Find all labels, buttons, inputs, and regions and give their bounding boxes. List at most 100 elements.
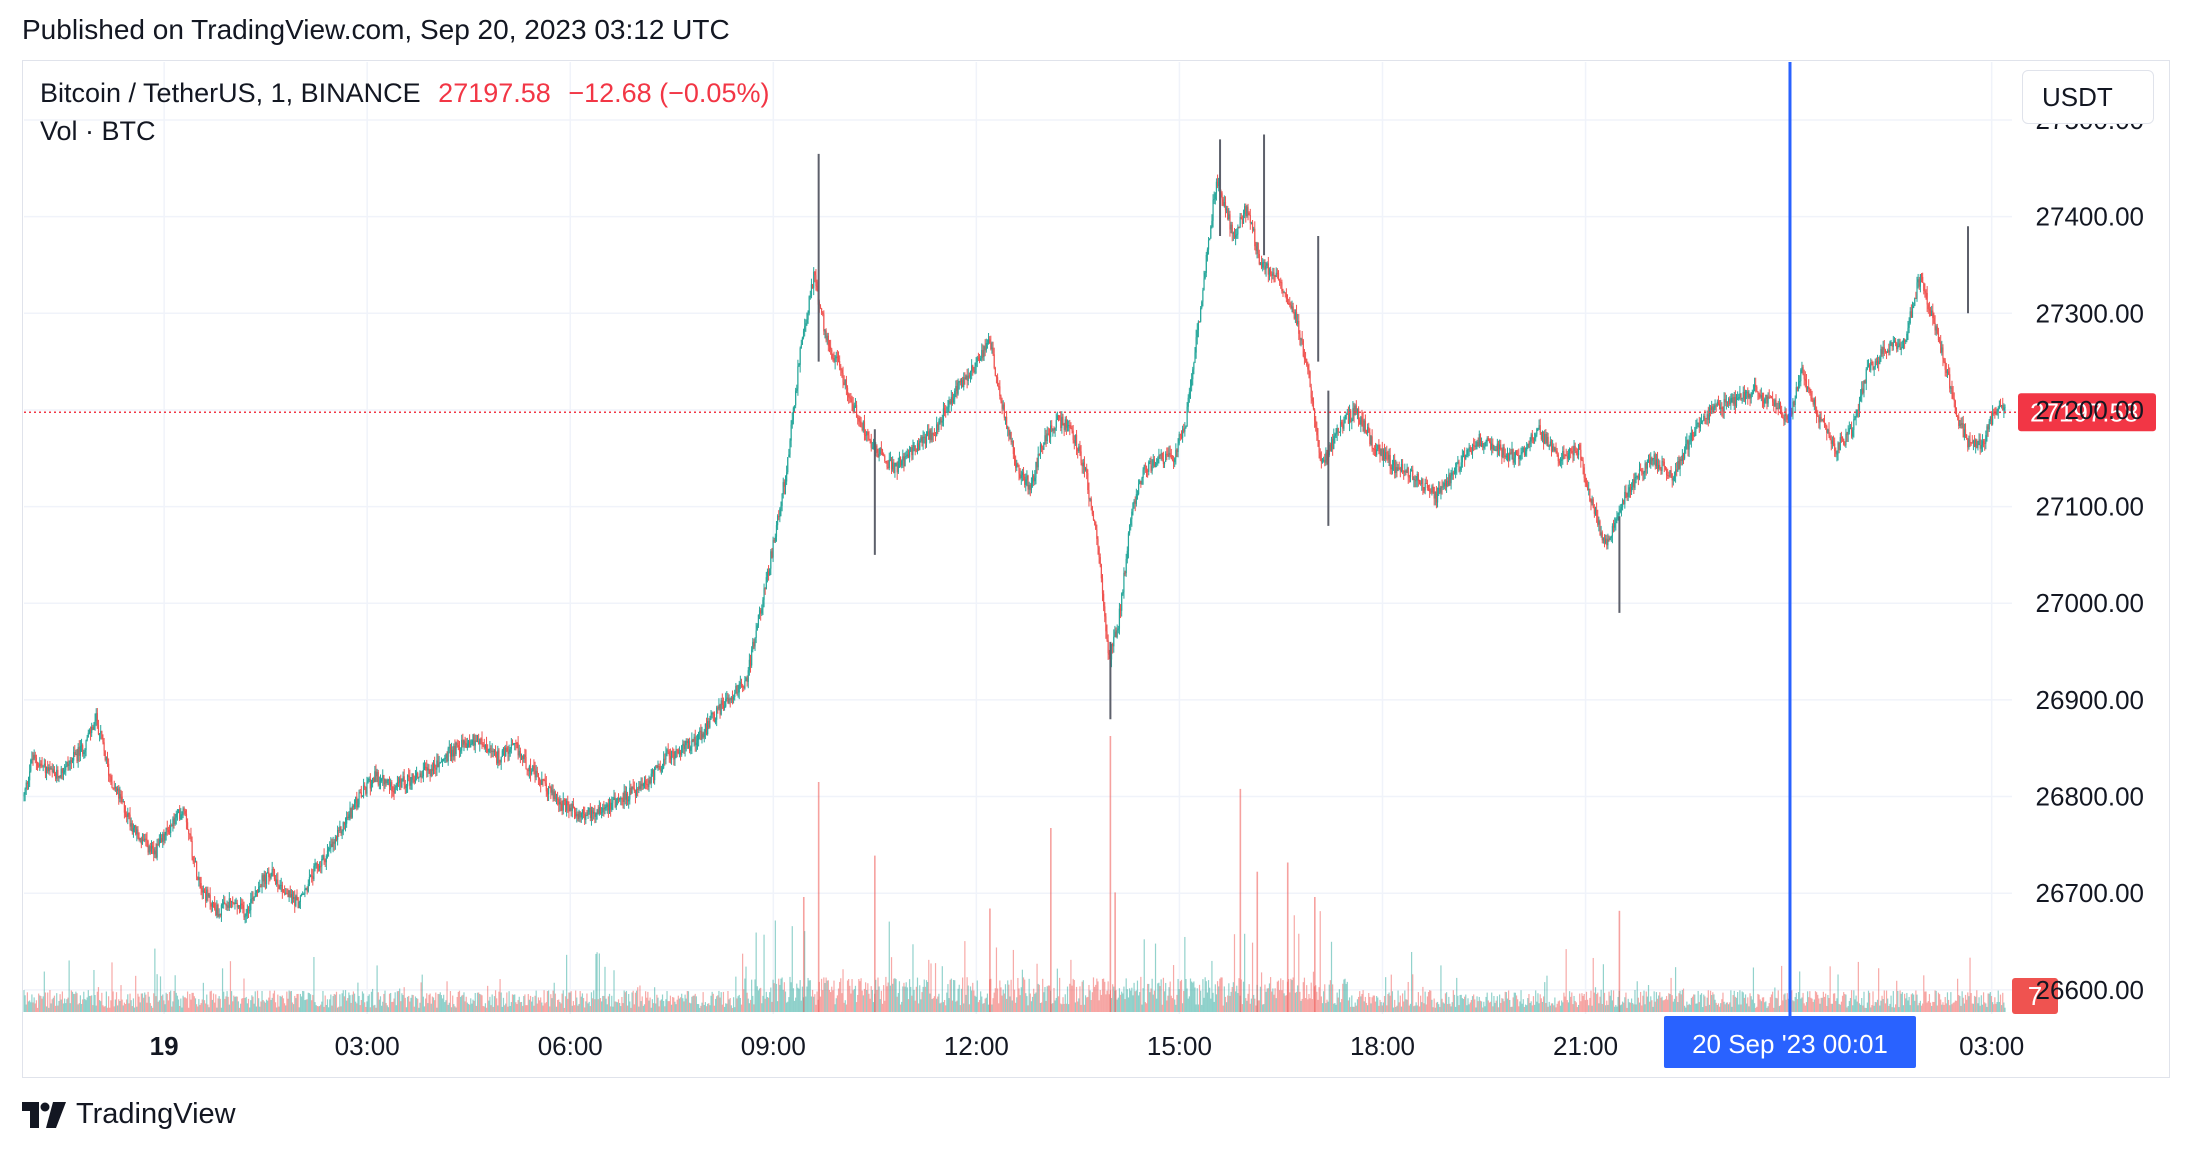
volume-bar <box>207 1004 209 1012</box>
candle-body <box>578 811 580 820</box>
candle-body <box>800 344 802 349</box>
volume-bar <box>1899 990 1901 1012</box>
volume-bar <box>1002 989 1004 1012</box>
candle-body <box>1197 321 1199 331</box>
candle-body <box>1218 178 1220 187</box>
volume-bar <box>1343 979 1345 1012</box>
candle-body <box>1075 434 1078 449</box>
candle-body <box>626 793 629 802</box>
volume-bar <box>822 990 824 1012</box>
chart-frame[interactable] <box>22 60 2170 1078</box>
candle-body <box>448 747 450 749</box>
candle-body <box>1185 426 1187 428</box>
candle-body <box>185 813 188 823</box>
candle-body <box>1686 439 1688 445</box>
volume-bar <box>1888 1005 1890 1012</box>
candle-body <box>1381 448 1383 461</box>
candle-body <box>1288 303 1290 305</box>
volume-bar <box>1799 971 1801 1012</box>
candle-body <box>1524 451 1527 455</box>
candle-body <box>302 894 304 896</box>
candle-body <box>1756 386 1758 392</box>
volume-bar <box>857 994 859 1012</box>
candle-body <box>1036 461 1038 468</box>
candle-body <box>76 753 78 761</box>
candle-body <box>1407 467 1409 477</box>
candle-body <box>787 457 789 473</box>
candle-body <box>1513 457 1515 463</box>
candle-body <box>516 743 518 745</box>
volume-bar <box>1860 1004 1862 1012</box>
candle-body <box>868 435 870 439</box>
volume-bar <box>242 998 244 1012</box>
volume-bar <box>351 994 353 1012</box>
volume-bar <box>91 995 93 1012</box>
volume-bar <box>1765 1001 1767 1012</box>
candle-body <box>747 670 749 682</box>
candle-body <box>1450 475 1452 484</box>
candle-body <box>1088 490 1090 500</box>
candle-body <box>547 787 550 795</box>
volume-bar <box>1036 963 1038 1012</box>
candle-body <box>1764 399 1766 404</box>
volume-bar <box>622 1003 624 1012</box>
volume-bar <box>138 996 140 1012</box>
volume-bar <box>464 1001 466 1012</box>
volume-bar <box>522 1005 524 1012</box>
volume-bar <box>1889 1003 1891 1012</box>
candle-body <box>1557 454 1559 462</box>
volume-bar <box>1880 1000 1882 1012</box>
candle-body <box>447 748 449 762</box>
volume-bar <box>126 999 128 1012</box>
volume-bar <box>482 1005 484 1012</box>
candle-body <box>614 797 616 808</box>
volume-bar <box>1548 1001 1550 1012</box>
candle-body <box>850 398 852 403</box>
candle-body <box>1072 430 1074 441</box>
candle-body <box>1625 491 1627 493</box>
volume-bar <box>1853 990 1855 1012</box>
candle-body <box>674 757 676 760</box>
candle-body <box>1432 486 1434 488</box>
candle-body <box>1495 449 1497 451</box>
volume-bar <box>1246 1000 1248 1012</box>
candle-body <box>1110 643 1113 660</box>
volume-bar <box>519 1002 521 1012</box>
candle-body <box>1786 415 1788 420</box>
candle-body <box>1124 572 1126 574</box>
volume-bar <box>982 1003 984 1012</box>
volume-bar <box>1279 990 1281 1012</box>
candle-body <box>888 459 890 468</box>
candle-body <box>1115 631 1117 638</box>
candle-body <box>321 858 323 866</box>
candle-body <box>769 568 771 576</box>
volume-bar <box>1373 995 1375 1012</box>
candle-body <box>102 739 104 743</box>
volume-bar <box>919 985 921 1012</box>
candle-body <box>1052 428 1054 431</box>
volume-bar <box>385 1002 387 1012</box>
candle-body <box>1750 394 1752 399</box>
volume-bar <box>893 978 895 1012</box>
volume-bar <box>1689 1004 1691 1012</box>
candle-body <box>1071 428 1073 431</box>
candle-body <box>1193 362 1195 370</box>
volume-bar <box>1966 999 1968 1012</box>
volume-bar <box>74 993 76 1012</box>
candle-body <box>1741 398 1743 400</box>
candle-body <box>919 440 921 451</box>
volume-bar <box>1395 1006 1397 1012</box>
volume-bar <box>408 995 410 1012</box>
volume-bar <box>27 1001 30 1012</box>
volume-bar <box>1451 1002 1453 1012</box>
volume-bar <box>793 1000 796 1012</box>
candle-body <box>31 758 33 760</box>
candle-body <box>369 778 371 789</box>
volume-bar <box>252 996 254 1012</box>
volume-bar <box>1297 985 1299 1012</box>
volume-bar <box>1170 995 1172 1012</box>
candle-body <box>32 758 34 760</box>
volume-bar <box>1922 1003 1924 1012</box>
candle-body <box>1667 474 1669 476</box>
